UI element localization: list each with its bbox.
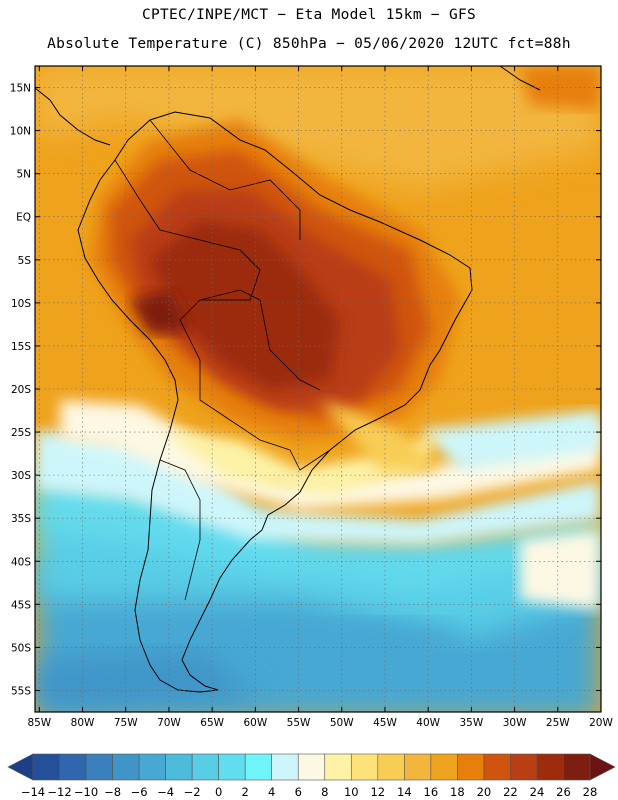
colorbar-overflow-triangle (589, 753, 616, 781)
colorbar-swatch (32, 753, 60, 781)
colorbar-swatch (191, 753, 219, 781)
latitude-labels: 15N 10N 5N EQ 5S 10S 15S 20S 25S 30S 35S 40S 45S 50S 5… (10, 83, 601, 697)
temperature-field (35, 66, 601, 712)
lon-label: 40W (416, 717, 440, 729)
colorbar-labels: −14 −12 −10 −8 −6 −4 −2 0 2 4 6 8 10 12 14 16 18 20 22 24 26… (21, 785, 597, 799)
colorbar-label: −10 (74, 785, 98, 799)
lat-label: 30S (11, 470, 31, 482)
colorbar (7, 753, 616, 781)
lat-label: 45S (11, 599, 31, 611)
colorbar-swatch (404, 753, 432, 781)
colorbar-label: 26 (556, 785, 571, 799)
lat-label: 10N (10, 126, 31, 138)
colorbar-swatch (324, 753, 352, 781)
colorbar-swatch (430, 753, 458, 781)
lat-label: 40S (11, 556, 31, 568)
lon-label: 55W (287, 717, 311, 729)
colorbar-swatch (271, 753, 299, 781)
colorbar-label: 8 (321, 785, 328, 799)
lon-label: 70W (157, 717, 181, 729)
lat-label: 5S (18, 255, 32, 267)
lat-label: 50S (11, 642, 31, 654)
lon-label: 20W (589, 717, 613, 729)
colorbar-swatch (138, 753, 166, 781)
colorbar-swatch (350, 753, 379, 781)
lat-label: 55S (11, 685, 31, 697)
colorbar-underflow-triangle (7, 753, 34, 781)
lat-label: 25S (11, 427, 31, 439)
colorbar-swatch (218, 753, 246, 781)
colorbar-swatch (59, 753, 87, 781)
colorbar-label: −4 (157, 785, 174, 799)
colorbar-label: 24 (530, 785, 545, 799)
lat-label: 15S (11, 341, 31, 353)
colorbar-label: −6 (131, 785, 148, 799)
lon-label: 60W (243, 717, 267, 729)
colorbar-swatch (483, 753, 511, 781)
colorbar-swatch (563, 753, 591, 781)
colorbar-label: −8 (104, 785, 121, 799)
colorbar-swatch (510, 753, 538, 781)
lon-label: 50W (330, 717, 354, 729)
longitude-labels: 85W 80W 75W 70W 65W 60W 55W 50W 45W 40W 35W 30W 25W 2… (27, 66, 613, 729)
lon-label: 75W (114, 717, 138, 729)
colorbar-label: −14 (21, 785, 45, 799)
colorbar-swatch (165, 753, 193, 781)
colorbar-label: 22 (503, 785, 518, 799)
colorbar-label: 2 (242, 785, 249, 799)
country-borders (114, 119, 331, 601)
coastline (35, 66, 541, 693)
colorbar-label: 4 (268, 785, 275, 799)
colorbar-swatch (457, 753, 485, 781)
lon-label: 35W (460, 717, 484, 729)
colorbar-label: 20 (477, 785, 492, 799)
lon-label: 85W (27, 717, 51, 729)
colorbar-label: 16 (424, 785, 439, 799)
lat-label: 15N (10, 83, 31, 95)
lon-label: 80W (71, 717, 95, 729)
chart-title-line1: CPTEC/INPE/MCT − Eta Model 15km − GFS (141, 7, 477, 23)
colorbar-label: −12 (47, 785, 71, 799)
lat-label: 5N (16, 169, 31, 181)
colorbar-label: 12 (370, 785, 385, 799)
lat-label: 35S (11, 513, 31, 525)
colorbar-label: 18 (450, 785, 465, 799)
lat-label: 10S (11, 298, 31, 310)
colorbar-label: 14 (397, 785, 412, 799)
colorbar-label: −2 (184, 785, 201, 799)
lon-label: 45W (373, 717, 397, 729)
colorbar-swatch (536, 753, 564, 781)
colorbar-label: 28 (583, 785, 598, 799)
colorbar-swatch (112, 753, 140, 781)
colorbar-label: 0 (215, 785, 222, 799)
colorbar-label: 10 (344, 785, 359, 799)
lon-label: 30W (503, 717, 527, 729)
lat-label: EQ (16, 212, 31, 224)
colorbar-swatch (85, 753, 113, 781)
colorbar-label: 6 (295, 785, 302, 799)
colorbar-swatch (244, 753, 273, 781)
lon-label: 25W (546, 717, 570, 729)
chart-title-line2: Absolute Temperature (C) 850hPa − 05/06/… (47, 36, 571, 52)
colorbar-swatch (377, 753, 405, 781)
lon-label: 65W (200, 717, 224, 729)
colorbar-swatch (297, 753, 326, 781)
lat-label: 20S (11, 384, 31, 396)
